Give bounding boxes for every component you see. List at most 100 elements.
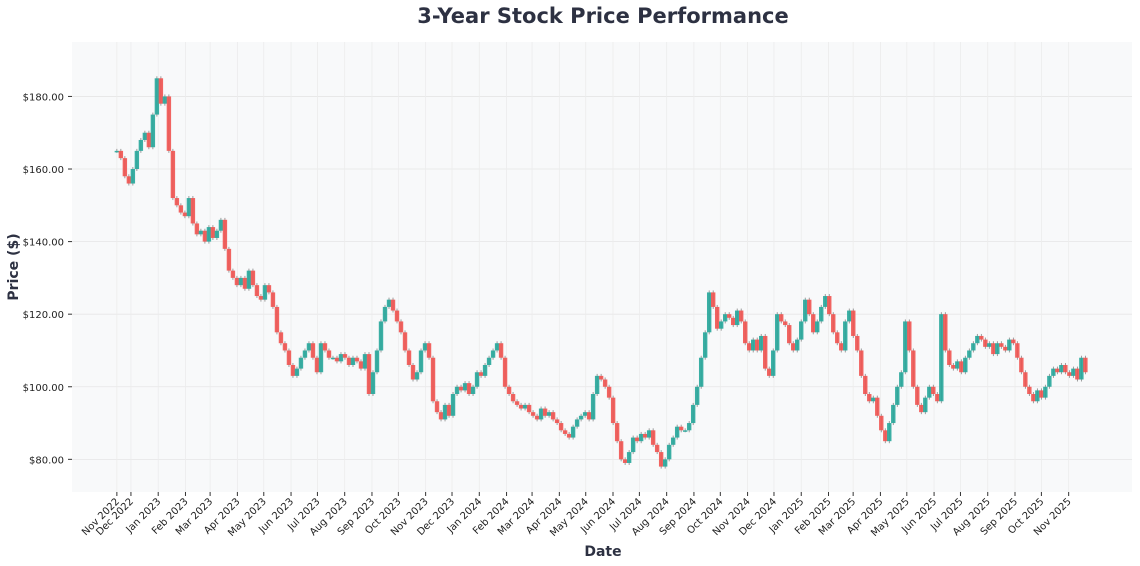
candle-up bbox=[298, 357, 304, 369]
candle-down bbox=[558, 423, 564, 431]
candle-down bbox=[366, 354, 372, 395]
candle-up bbox=[823, 296, 828, 307]
candle-down bbox=[534, 415, 540, 420]
candle-down bbox=[746, 343, 752, 351]
candle-down bbox=[498, 343, 504, 358]
candle-up bbox=[903, 321, 908, 373]
candle-down bbox=[446, 404, 452, 416]
candle-up bbox=[294, 368, 300, 376]
candle-up bbox=[1007, 339, 1012, 351]
candle-up bbox=[819, 306, 824, 322]
candle-down bbox=[983, 339, 988, 347]
candle-up bbox=[662, 459, 668, 467]
candle-down bbox=[334, 357, 340, 362]
candle-up bbox=[214, 230, 220, 238]
candle-up bbox=[450, 394, 456, 416]
candle-up bbox=[895, 386, 900, 405]
candle-up bbox=[843, 321, 848, 351]
candle-down bbox=[763, 335, 768, 369]
candle-down bbox=[174, 198, 180, 206]
candle-down bbox=[767, 368, 772, 376]
candle-down bbox=[326, 350, 332, 358]
y-tick-label: $160.00 bbox=[23, 165, 64, 176]
candle-down bbox=[1083, 357, 1088, 373]
candle-up bbox=[218, 219, 224, 231]
candle-up bbox=[646, 430, 652, 438]
candle-down bbox=[907, 321, 912, 351]
candle-up bbox=[462, 383, 468, 391]
candle-down bbox=[867, 394, 872, 402]
candle-up bbox=[963, 357, 968, 373]
candle-down bbox=[542, 408, 548, 416]
candle-up bbox=[138, 139, 144, 151]
candle-down bbox=[947, 350, 952, 365]
candle-up bbox=[795, 339, 800, 351]
candle-up bbox=[967, 350, 972, 358]
candle-down bbox=[242, 277, 248, 289]
candles bbox=[114, 76, 1088, 469]
candle-up bbox=[114, 150, 120, 153]
candle-down bbox=[610, 397, 616, 424]
candle-down bbox=[654, 444, 660, 453]
candle-up bbox=[955, 361, 960, 369]
candle-up bbox=[803, 299, 808, 322]
candle-down bbox=[1019, 357, 1024, 373]
candle-up bbox=[490, 350, 496, 358]
candle-down bbox=[851, 310, 856, 336]
candle-up bbox=[198, 230, 204, 235]
candle-down bbox=[122, 158, 128, 177]
candle-down bbox=[410, 364, 416, 380]
candle-up bbox=[939, 314, 944, 402]
candle-up bbox=[470, 386, 476, 395]
candle-down bbox=[650, 430, 656, 445]
candle-down bbox=[394, 310, 400, 322]
candle-down bbox=[258, 296, 264, 300]
candle-down bbox=[835, 332, 840, 344]
candle-down bbox=[614, 423, 620, 442]
candle-down bbox=[530, 412, 536, 416]
candle-up bbox=[1071, 368, 1076, 376]
candle-up bbox=[1047, 375, 1052, 387]
candle-down bbox=[554, 419, 560, 424]
candle-down bbox=[915, 386, 920, 405]
candle-up bbox=[670, 437, 676, 445]
candle-up bbox=[1079, 357, 1084, 380]
candle-up bbox=[718, 321, 724, 329]
candle-down bbox=[550, 412, 556, 420]
candle-down bbox=[726, 314, 732, 318]
y-axis-label: Price ($) bbox=[6, 233, 22, 300]
candle-up bbox=[370, 372, 376, 395]
chart-title: 3-Year Stock Price Performance bbox=[417, 4, 788, 28]
candle-down bbox=[182, 212, 188, 217]
candle-up bbox=[338, 354, 344, 362]
candle-up bbox=[538, 408, 544, 420]
candle-down bbox=[170, 150, 176, 199]
candle-down bbox=[863, 375, 868, 395]
y-tick-label: $100.00 bbox=[23, 383, 64, 394]
y-tick-label: $120.00 bbox=[23, 310, 64, 321]
candle-down bbox=[518, 404, 524, 409]
candle-down bbox=[831, 314, 836, 333]
y-tick-label: $140.00 bbox=[23, 238, 64, 249]
candle-down bbox=[1023, 372, 1028, 387]
candle-up bbox=[134, 150, 140, 170]
candle-up bbox=[771, 350, 776, 376]
candle-up bbox=[422, 343, 428, 351]
candle-up bbox=[995, 343, 1000, 355]
candle-up bbox=[130, 169, 136, 184]
candle-up bbox=[262, 285, 268, 300]
candle-up bbox=[330, 357, 336, 360]
candle-down bbox=[158, 78, 164, 104]
candle-down bbox=[911, 350, 916, 387]
candle-up bbox=[570, 426, 576, 438]
candle-up bbox=[847, 310, 852, 322]
candle-up bbox=[454, 386, 460, 395]
candle-up bbox=[350, 357, 356, 365]
candle-down bbox=[875, 397, 880, 416]
candle-up bbox=[578, 415, 584, 420]
candle-down bbox=[502, 357, 508, 387]
candle-up bbox=[638, 433, 644, 442]
candle-down bbox=[310, 343, 316, 358]
